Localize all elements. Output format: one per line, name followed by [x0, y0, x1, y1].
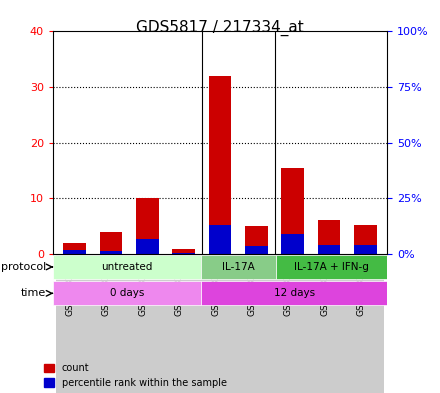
Bar — [318, 220, 341, 254]
Bar — [281, 167, 304, 254]
Bar — [354, 225, 377, 254]
Text: time: time — [21, 288, 46, 298]
Text: IL-17A + IFN-g: IL-17A + IFN-g — [294, 262, 369, 272]
Bar — [209, 76, 231, 254]
Text: IL-17A: IL-17A — [222, 262, 255, 272]
Text: GDS5817 / 217334_at: GDS5817 / 217334_at — [136, 20, 304, 36]
Bar — [275, 254, 311, 393]
FancyBboxPatch shape — [53, 281, 202, 305]
Text: protocol: protocol — [1, 262, 46, 272]
Bar — [347, 254, 384, 393]
Bar — [93, 254, 129, 393]
Bar — [99, 231, 122, 254]
Bar — [245, 226, 268, 254]
FancyBboxPatch shape — [53, 255, 202, 279]
Bar — [172, 249, 195, 254]
Bar — [172, 253, 195, 254]
FancyBboxPatch shape — [202, 281, 387, 305]
FancyBboxPatch shape — [276, 255, 387, 279]
Bar — [99, 251, 122, 254]
Bar — [245, 246, 268, 254]
Text: 12 days: 12 days — [274, 288, 315, 298]
Text: 0 days: 0 days — [110, 288, 144, 298]
Bar — [318, 245, 341, 254]
Bar — [281, 234, 304, 254]
Bar — [209, 225, 231, 254]
Bar — [129, 254, 165, 393]
Bar — [165, 254, 202, 393]
Bar — [354, 245, 377, 254]
Bar — [63, 242, 86, 254]
Bar — [56, 254, 93, 393]
Bar — [311, 254, 347, 393]
Bar — [63, 250, 86, 254]
FancyBboxPatch shape — [202, 255, 276, 279]
Legend: count, percentile rank within the sample: count, percentile rank within the sample — [44, 363, 227, 388]
Bar — [136, 239, 159, 254]
Bar — [202, 254, 238, 393]
Bar — [136, 198, 159, 254]
Text: untreated: untreated — [102, 262, 153, 272]
Bar — [238, 254, 275, 393]
